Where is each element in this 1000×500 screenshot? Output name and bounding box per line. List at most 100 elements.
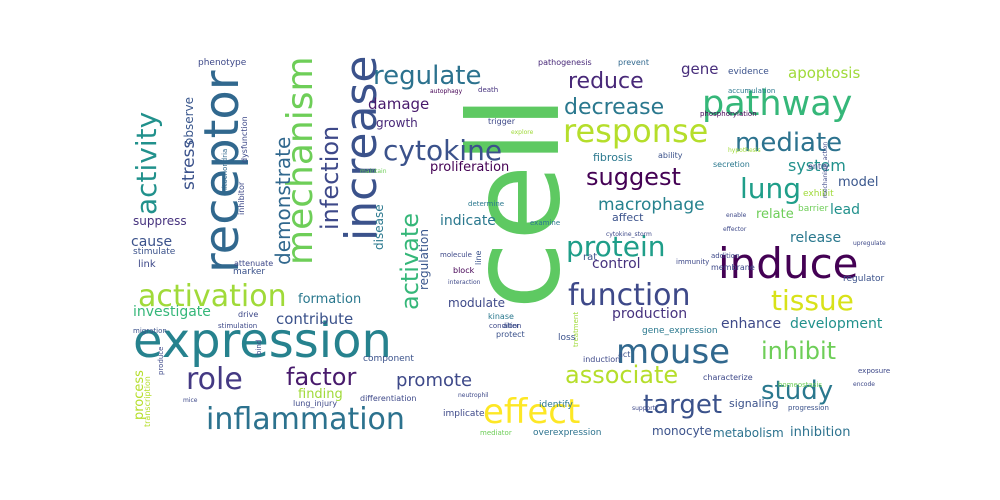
word-lead: lead (830, 202, 860, 218)
word-trigger: trigger (488, 117, 516, 126)
word-mice: mice (183, 397, 198, 404)
word-suppress: suppress (133, 214, 187, 228)
word-target: target (643, 390, 723, 420)
word-induce: induce (718, 239, 859, 288)
word-homeostasis: homeostasis (778, 381, 823, 389)
word-pathogenesis: pathogenesis (538, 58, 592, 67)
word-modulate: modulate (448, 296, 506, 310)
word-enhance: enhance (721, 316, 782, 332)
word-apoptosis: apoptosis (788, 64, 861, 82)
word-stimulation: stimulation (218, 322, 258, 330)
word-produce: produce (157, 346, 165, 376)
word-cause: cause (131, 234, 173, 250)
word-membrane: membrane (711, 263, 755, 272)
word-rat: rat (583, 252, 598, 263)
word-contribute: contribute (276, 310, 354, 328)
word-reduce: reduce (568, 69, 644, 94)
word-development: development (790, 316, 883, 332)
word-control: control (592, 256, 641, 272)
word-associate: associate (565, 361, 679, 389)
word-observe: observe (182, 96, 196, 145)
word-marker: marker (233, 267, 266, 277)
word-addition: addition (711, 252, 740, 260)
word-infection: infection (316, 125, 344, 230)
word-inhibition: inhibition (790, 425, 851, 440)
word-stress: stress (179, 139, 199, 190)
word-fibrosis: fibrosis (593, 151, 633, 164)
word-immunity: immunity (676, 258, 710, 266)
word-molecule: molecule (440, 251, 472, 259)
word-mediator: mediator (480, 429, 512, 437)
word-mitochondria: mitochondria (221, 148, 229, 195)
word-exhibit: exhibit (803, 189, 834, 199)
word-phosphorylation: phosphorylation (700, 110, 757, 118)
word-system: system (788, 156, 846, 175)
word-drive: drive (238, 310, 259, 319)
word-effect: effect (483, 392, 581, 432)
word-hypothesis: hypothesis (728, 147, 761, 154)
word-link: link (138, 259, 156, 270)
word-mechanism_action: mechanism_action (822, 141, 829, 198)
word-act: act (618, 350, 631, 359)
word-transcription: transcription (143, 376, 152, 427)
word-bind: bind (255, 339, 263, 355)
word-migration: migration (133, 327, 167, 335)
word-prevent: prevent (618, 58, 649, 67)
word-barrier: barrier (798, 204, 829, 214)
word-line: line (474, 250, 483, 265)
word-implicate: implicate (443, 409, 485, 419)
word-indicate: indicate (440, 213, 496, 229)
word-evidence: evidence (728, 67, 769, 77)
word-autophagy: autophagy (430, 88, 463, 95)
word-disease: disease (372, 204, 386, 250)
word-lung_injury: lung_injury (293, 399, 338, 408)
word-phenotype: phenotype (198, 58, 247, 68)
word-cytokine_storm: cytokine_storm (606, 231, 652, 238)
word-finding: finding (298, 387, 343, 402)
word-effector: effector (723, 226, 747, 233)
word-affect: affect (612, 211, 644, 224)
word-gene: gene (681, 60, 719, 78)
word-accumulation: accumulation (728, 87, 776, 95)
word-attenuate: attenuate (234, 259, 274, 268)
word-entry: entry (808, 162, 830, 171)
word-exposure: exposure (858, 367, 891, 375)
word-demonstrate: demonstrate (271, 136, 295, 265)
word-protect: protect (496, 330, 525, 339)
word-promote: promote (396, 370, 473, 391)
word-function: function (568, 278, 691, 313)
word-block: block (453, 266, 475, 275)
word-characterize: characterize (703, 373, 753, 382)
word-interaction: interaction (448, 279, 481, 286)
word-damage: damage (368, 95, 430, 113)
word-pathway: pathway (702, 84, 853, 124)
word-formation: formation (298, 292, 362, 307)
word-death: death (478, 86, 499, 94)
word-loss: loss (558, 333, 576, 343)
word-explore: explore (511, 129, 534, 136)
word-maintain: maintain (360, 168, 387, 175)
word-neutrophil: neutrophil (458, 392, 489, 399)
word-factor: factor (286, 363, 357, 391)
word-study: study (761, 376, 834, 406)
word-tissue: tissue (771, 284, 854, 317)
word-metabolism: metabolism (713, 426, 784, 440)
word-monocyte: monocyte (652, 424, 712, 438)
word-upregulate: upregulate (853, 240, 886, 247)
word-regulation: regulation (417, 229, 431, 290)
word-determine: determine (468, 200, 505, 208)
word-differentiation: differentiation (360, 394, 417, 403)
word-identify: identify (539, 400, 573, 410)
word-condition: condition (489, 322, 522, 330)
word-expression: expression (133, 313, 392, 369)
word-proliferation: proliferation (430, 160, 510, 175)
word-overexpression: overexpression (533, 428, 602, 438)
word-mediate: mediate (735, 128, 843, 158)
word-production: production (612, 306, 688, 322)
word-inhibit: inhibit (761, 337, 837, 365)
word-cloud: cell expression induce receptor increase path… (128, 55, 893, 440)
word-dysfunction: dysfunction (240, 116, 249, 163)
word-induction: induction (583, 355, 621, 364)
word-investigate: investigate (133, 304, 211, 320)
word-decrease: decrease (564, 95, 665, 120)
